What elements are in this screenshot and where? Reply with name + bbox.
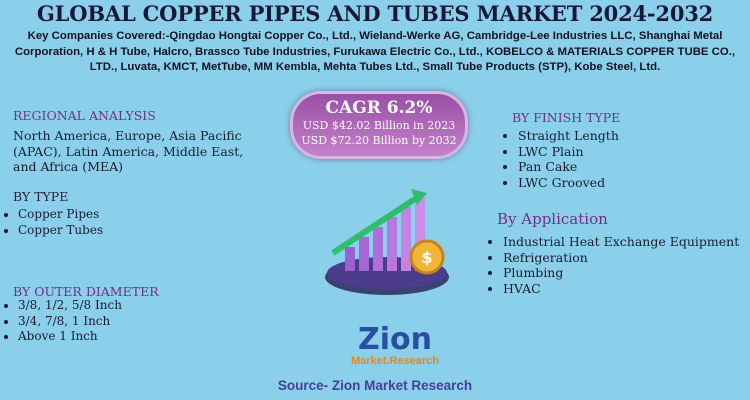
list-item: Above 1 Inch <box>18 329 122 345</box>
list: 3/8, 1/2, 5/8 Inch3/4, 7/8, 1 InchAbove … <box>0 298 122 345</box>
logo-sub: Market.Research <box>350 355 440 367</box>
list-item: LWC Grooved <box>518 175 619 191</box>
growth-illustration: $ <box>325 189 449 295</box>
section-heading: REGIONAL ANALYSIS <box>13 108 156 123</box>
source: Source- Zion Market Research <box>277 378 473 393</box>
cagr-line: USD $42.02 Billion in 2023 <box>302 119 456 132</box>
list-item: Refrigeration <box>503 250 739 266</box>
list-item: 3/4, 7/8, 1 Inch <box>18 314 122 330</box>
cagr-line: USD $72.20 Billion by 2032 <box>301 134 457 147</box>
list-item: Straight Length <box>518 128 619 144</box>
list-item: Copper Pipes <box>18 207 103 223</box>
list-item: Plumbing <box>503 265 739 281</box>
section-heading: BY FINISH TYPE <box>512 110 621 125</box>
list-item: Industrial Heat Exchange Equipment <box>503 234 739 250</box>
cagr-badge: CAGR 6.2% USD $42.02 Billion in 2023 USD… <box>290 91 468 159</box>
list: Straight LengthLWC PlainPan CakeLWC Groo… <box>500 128 619 190</box>
logo-brand: Zion <box>357 322 432 357</box>
key-companies: Key Companies Covered:-Qingdao Hongtai C… <box>14 30 736 73</box>
logo: Zion Market.Research <box>345 322 445 368</box>
list-item: LWC Plain <box>518 144 619 160</box>
svg-text:$: $ <box>421 248 432 267</box>
list: Industrial Heat Exchange EquipmentRefrig… <box>485 234 739 296</box>
list-item: Copper Tubes <box>18 223 103 239</box>
list: Copper PipesCopper Tubes <box>0 207 103 238</box>
regional-text: North America, Europe, Asia Pacific (APA… <box>13 128 244 174</box>
list-item: 3/8, 1/2, 5/8 Inch <box>18 298 122 314</box>
title: GLOBAL COPPER PIPES AND TUBES MARKET 202… <box>36 1 714 26</box>
list-item: Pan Cake <box>518 159 619 175</box>
cagr-title: CAGR 6.2% <box>325 98 433 118</box>
section-heading: By Application <box>497 210 608 228</box>
section-heading: BY OUTER DIAMETER <box>13 284 159 299</box>
list-item: HVAC <box>503 281 739 297</box>
section-heading: BY TYPE <box>13 189 69 204</box>
